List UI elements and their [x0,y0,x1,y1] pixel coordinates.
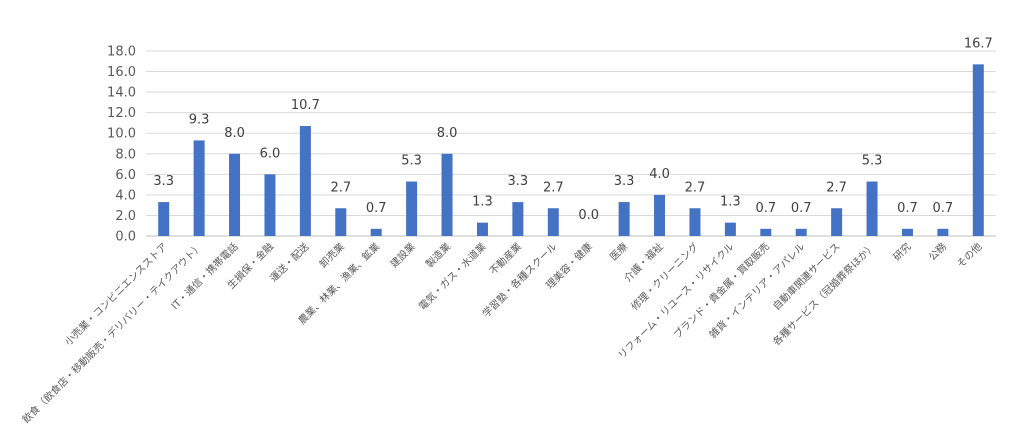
data-label: 0.7 [791,201,812,216]
y-tick-label: 10.0 [107,127,136,142]
data-label: 0.7 [755,201,776,216]
bar [618,202,630,236]
category-label: 飲食（飲食店・移動販売・デリバリー・テイクアウト） [19,240,205,426]
data-label: 4.0 [649,167,670,182]
bar [335,208,347,236]
data-label: 0.7 [897,201,918,216]
category-label: 製造業 [423,240,453,270]
y-tick-label: 16.0 [107,65,136,80]
data-label: 0.7 [366,201,387,216]
category-label: 修理・クリーニング [628,240,701,313]
gridlines [146,50,996,237]
y-tick-label: 0.0 [115,230,136,245]
bar [229,153,241,236]
bar [512,202,524,236]
data-label: 9.3 [189,112,210,127]
category-label: IT・通信・携帯電話 [168,240,240,312]
data-label: 3.3 [508,174,529,189]
bar [547,208,559,236]
bar [264,174,276,236]
data-label: 2.7 [826,180,847,195]
bar [441,153,453,236]
y-tick-label: 4.0 [115,188,136,203]
category-label: 卸売業 [317,240,347,270]
data-label: 6.0 [260,146,281,161]
category-label: 自動車関連サービス [770,240,843,313]
bar [654,194,666,236]
y-tick-label: 8.0 [115,147,136,162]
data-label: 5.3 [401,154,422,169]
category-label: 医療 [607,240,630,263]
category-label: 不動産業 [487,240,524,277]
data-label: 3.3 [614,174,635,189]
bar [831,208,843,236]
bar [406,181,418,236]
data-label: 1.3 [472,195,493,210]
category-label: 建設業 [387,240,417,270]
data-label: 2.7 [685,180,706,195]
bar [901,228,913,236]
data-label: 0.7 [933,201,954,216]
y-tick-label: 6.0 [115,168,136,183]
category-label: その他 [954,240,984,270]
data-label: 1.3 [720,195,741,210]
bars [158,64,984,236]
bar [158,202,170,236]
category-labels: 小売業・コンビニエンスストア飲食（飲食店・移動販売・デリバリー・テイクアウト）I… [19,240,984,426]
category-label: 運送・配送 [267,240,312,285]
data-label: 2.7 [543,180,564,195]
data-labels: 3.3 9.3 8.0 6.0 10.7 2.7 0.7 5.3 8.0 1.3 3.3 2.7 0.0… [153,36,992,223]
bar [760,228,772,236]
bar [937,228,949,236]
bar [370,228,382,236]
bar [476,222,488,236]
data-label: 8.0 [437,126,458,141]
y-tick-label: 12.0 [107,106,136,121]
data-label: 10.7 [291,98,320,113]
category-label: 研究 [890,240,913,263]
bar [724,222,736,236]
category-label: 電気・ガス・水道業 [416,240,489,313]
y-tick-label: 2.0 [115,209,136,224]
data-label: 8.0 [224,126,245,141]
bar [866,181,878,236]
data-label: 5.3 [862,154,883,169]
bar [795,228,807,236]
bar [972,64,984,236]
data-label: 0.0 [578,208,599,223]
bar [299,126,311,236]
data-label: 3.3 [153,174,174,189]
bar [689,208,701,236]
data-label: 2.7 [330,180,351,195]
category-label: 公務 [926,240,949,263]
y-tick-label: 18.0 [107,45,136,60]
y-axis-ticks: 0.0 2.0 4.0 6.0 8.0 10.0 12.0 14.0 16.0 18.0 [107,45,136,245]
y-tick-label: 14.0 [107,86,136,101]
data-label: 16.7 [964,36,993,51]
bar [193,140,205,236]
